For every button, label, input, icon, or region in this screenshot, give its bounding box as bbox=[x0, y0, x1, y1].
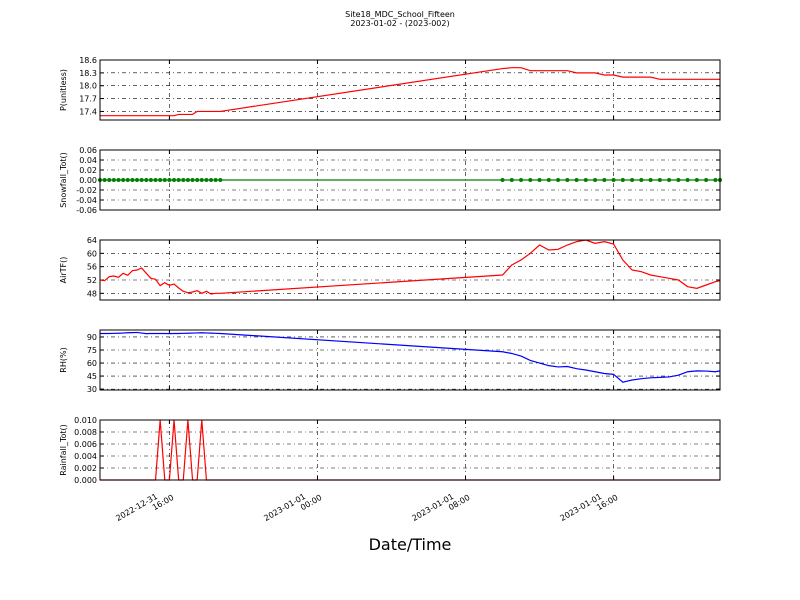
data-point bbox=[648, 178, 653, 182]
data-point bbox=[190, 178, 195, 182]
y-tick-label: -0.02 bbox=[76, 186, 97, 195]
y-tick-label: 18.0 bbox=[79, 82, 97, 91]
data-point bbox=[209, 178, 214, 182]
y-tick-label: -0.04 bbox=[76, 196, 97, 205]
y-tick-label: 52 bbox=[87, 276, 97, 285]
y-tick-label: 30 bbox=[87, 385, 97, 394]
data-point bbox=[176, 178, 181, 182]
data-point bbox=[583, 178, 588, 182]
y-tick-label: 48 bbox=[87, 289, 97, 298]
y-tick-label: 75 bbox=[87, 346, 97, 355]
data-point bbox=[148, 178, 153, 182]
data-point bbox=[199, 178, 204, 182]
data-point bbox=[213, 178, 218, 182]
data-point bbox=[574, 178, 579, 182]
data-point bbox=[602, 178, 607, 182]
data-point bbox=[639, 178, 644, 182]
data-point bbox=[185, 178, 190, 182]
data-point bbox=[546, 178, 551, 182]
y-tick-label: 18.3 bbox=[79, 69, 97, 78]
y-tick-label: 0.02 bbox=[79, 166, 97, 175]
x-axis-label: Date/Time bbox=[369, 535, 452, 554]
data-point bbox=[704, 178, 709, 182]
data-point bbox=[218, 178, 223, 182]
data-point bbox=[593, 178, 598, 182]
data-point bbox=[135, 178, 140, 182]
y-tick-label: 0.004 bbox=[74, 452, 97, 461]
y-axis-label: AirTF() bbox=[59, 257, 68, 284]
data-point bbox=[158, 178, 163, 182]
y-tick-label: 60 bbox=[87, 249, 97, 258]
data-point bbox=[713, 178, 718, 182]
y-tick-label: -0.06 bbox=[76, 206, 97, 215]
data-point bbox=[630, 178, 635, 182]
data-point bbox=[153, 178, 158, 182]
data-point bbox=[195, 178, 200, 182]
data-point bbox=[172, 178, 177, 182]
y-tick-label: 45 bbox=[87, 372, 97, 381]
data-point bbox=[116, 178, 121, 182]
data-point bbox=[694, 178, 699, 182]
data-point bbox=[162, 178, 167, 182]
data-point bbox=[181, 178, 186, 182]
y-tick-label: 56 bbox=[87, 263, 97, 272]
y-tick-label: 0.008 bbox=[74, 428, 97, 437]
y-axis-label: P(unitless) bbox=[59, 69, 68, 111]
data-point bbox=[139, 178, 144, 182]
data-point bbox=[500, 178, 505, 182]
plot-frame bbox=[99, 59, 721, 121]
chart-title: Site18_MDC_School_Fifteen bbox=[345, 10, 455, 19]
data-point bbox=[107, 178, 112, 182]
plot-frame bbox=[99, 419, 721, 481]
y-tick-label: 90 bbox=[87, 333, 97, 342]
plot-frame bbox=[99, 239, 721, 301]
data-point bbox=[528, 178, 533, 182]
plot-frame bbox=[99, 149, 721, 211]
data-point bbox=[676, 178, 681, 182]
data-point bbox=[685, 178, 690, 182]
y-axis-label: RH(%) bbox=[59, 347, 68, 372]
data-point bbox=[204, 178, 209, 182]
y-tick-label: 0.002 bbox=[74, 464, 97, 473]
data-point bbox=[121, 178, 126, 182]
plot-frame bbox=[99, 329, 721, 391]
data-point bbox=[144, 178, 149, 182]
y-tick-label: 17.4 bbox=[79, 107, 97, 116]
data-point bbox=[667, 178, 672, 182]
data-point bbox=[167, 178, 172, 182]
data-line bbox=[100, 67, 720, 117]
data-point bbox=[657, 178, 662, 182]
y-tick-label: 0.006 bbox=[74, 440, 97, 449]
data-point bbox=[111, 178, 116, 182]
y-axis-label: Snowfall_Tot() bbox=[59, 152, 68, 208]
data-point bbox=[102, 178, 107, 182]
data-point bbox=[519, 178, 524, 182]
data-point bbox=[125, 178, 130, 182]
data-point bbox=[130, 178, 135, 182]
chart-subtitle: 2023-01-02 - (2023-002) bbox=[350, 19, 449, 28]
data-point bbox=[611, 178, 616, 182]
data-point bbox=[537, 178, 542, 182]
data-point bbox=[565, 178, 570, 182]
y-tick-label: 0.000 bbox=[74, 476, 97, 485]
data-point bbox=[556, 178, 561, 182]
y-tick-label: 0.04 bbox=[79, 156, 97, 165]
data-point bbox=[509, 178, 514, 182]
y-tick-label: 17.7 bbox=[79, 95, 97, 104]
y-tick-label: 0.00 bbox=[79, 176, 97, 185]
y-tick-label: 0.010 bbox=[74, 416, 97, 425]
data-line bbox=[99, 239, 721, 295]
y-tick-label: 64 bbox=[87, 236, 97, 245]
data-point bbox=[620, 178, 625, 182]
y-tick-label: 18.6 bbox=[79, 56, 97, 65]
data-line bbox=[100, 331, 721, 383]
y-tick-label: 0.06 bbox=[79, 146, 97, 155]
y-tick-label: 60 bbox=[87, 359, 97, 368]
y-axis-label: Rainfall_Tot() bbox=[59, 424, 68, 476]
